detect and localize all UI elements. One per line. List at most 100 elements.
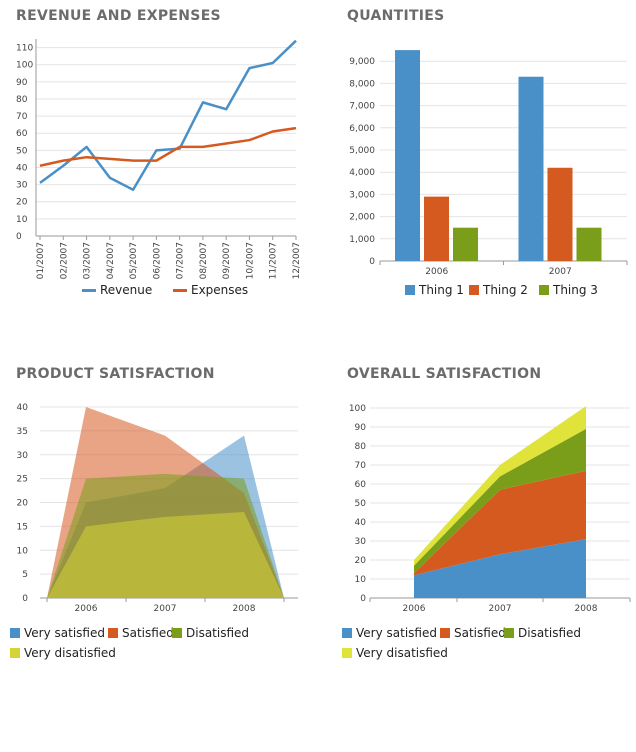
legend-swatch [440,628,450,638]
x-tick-label: 2007 [154,604,177,614]
y-tick-label: 50 [355,499,367,509]
legend-label: Very satisfied [24,626,105,640]
y-tick-label: 30 [16,181,28,191]
bar-thing-2-2006 [424,196,449,261]
bar-thing-3-2007 [576,227,602,261]
y-tick-label: 40 [355,518,367,528]
y-tick-label: 10 [16,215,28,225]
legend-swatch [342,628,352,638]
chart-title: PRODUCT SATISFACTION [16,366,215,382]
legend-swatch [82,288,96,292]
x-tick-label: 10/2007 [245,242,255,279]
revenue-chart: 0 10 20 30 40 50 60 70 80 90 100 110 01/2007 02/2007 0… [16,39,302,279]
legend-item-very-satisfied: Very satisfied [10,626,105,640]
x-tick-label: 07/2007 [176,242,186,279]
legend-label: Thing 3 [553,283,598,297]
x-tick-label: 2008 [233,604,256,614]
y-tick-label: 6,000 [349,124,375,134]
x-tick-label: 05/2007 [129,242,139,279]
y-tick-label: 9,000 [349,57,375,67]
legend-swatch [469,285,479,295]
y-tick-label: 100 [16,61,33,71]
x-tick-label: 02/2007 [59,242,69,279]
y-tick-label: 35 [17,427,28,437]
x-tick-label: 2006 [75,604,98,614]
y-tick-label: 30 [355,537,367,547]
legend-item-revenue: Revenue [82,283,152,297]
chart-title: OVERALL SATISFACTION [347,366,542,382]
bar-thing-2-2007 [547,167,573,261]
y-tick-label: 0 [22,594,28,604]
area-very-disatisfied [414,406,586,566]
legend-item-very-disatisfied: Very disatisfied [342,646,448,660]
y-tick-label: 110 [16,44,33,54]
legend-item-thing-1: Thing 1 [405,283,464,297]
quantities-chart: 0 1,000 2,000 3,000 4,000 5,000 6,000 7,000 8,00… [349,50,628,277]
quantities-panel: QUANTITIES 0 1,000 2,000 3,000 4,000 5,000 6,0… [347,8,628,308]
x-tick-label: 2007 [549,267,572,277]
y-tick-label: 70 [355,461,367,471]
y-tick-label: 20 [17,499,29,509]
bar-thing-3-2006 [453,227,478,261]
x-tick-label: 08/2007 [199,242,209,279]
x-tick-label: 03/2007 [83,242,93,279]
legend-swatch [10,628,20,638]
x-tick-label: 2008 [575,604,598,614]
legend-label: Very satisfied [356,626,437,640]
y-tick-label: 7,000 [349,102,375,112]
legend-swatch [108,628,118,638]
legend-item-thing-2: Thing 2 [469,283,528,297]
legend-label: Disatisfied [518,626,582,640]
y-tick-label: 50 [16,146,28,156]
legend: Thing 1 Thing 2 Thing 3 [347,283,627,301]
legend-label: Thing 1 [419,283,464,297]
y-tick-label: 25 [17,475,28,485]
y-tick-label: 5 [22,570,28,580]
area-satisfied [414,470,586,576]
legend-label: Disatisfied [186,626,250,640]
y-tick-label: 4,000 [349,168,375,178]
legend: Revenue Expenses [16,283,306,301]
legend-item-satisfied: Satisfied [440,626,506,640]
bar-thing-1-2007 [518,76,544,261]
legend-item-thing-3: Thing 3 [539,283,598,297]
revenue-panel: REVENUE AND EXPENSES 0 10 20 30 40 50 60 70 80 90… [16,8,306,308]
y-tick-label: 60 [355,480,367,490]
legend-item-very-satisfied: Very satisfied [342,626,437,640]
product-satisfaction-panel: PRODUCT SATISFACTION 0 5 10 15 20 25 30 35 40 200… [0,366,310,666]
legend-swatch [10,648,20,658]
x-tick-label: 04/2007 [106,242,116,279]
y-tick-label: 0 [16,232,22,242]
x-tick-label: 2007 [489,604,512,614]
legend-swatch [539,285,549,295]
y-tick-label: 70 [16,112,28,122]
y-tick-label: 5,000 [349,146,375,156]
y-tick-label: 40 [17,403,29,413]
legend-swatch [504,628,514,638]
legend-swatch [405,285,415,295]
legend-label: Very disatisfied [24,646,116,660]
x-tick-label: 09/2007 [222,242,232,279]
overall-satisfaction-chart: 0 10 20 30 40 50 60 70 80 90 100 2006 2007 2008 [349,404,631,614]
y-tick-label: 100 [349,404,366,414]
bar-thing-1-2006 [395,50,420,261]
legend: Very satisfied Satisfied Disatisfied Very d… [10,626,310,666]
legend-label: Satisfied [122,626,174,640]
x-tick-label: 01/2007 [36,242,46,279]
legend-swatch [342,648,352,658]
x-tick-label: 12/2007 [292,242,302,279]
legend-swatch [173,288,187,292]
x-tick-label: 06/2007 [152,242,162,279]
area-very-satisfied [414,539,586,598]
x-tick-label: 2006 [425,267,448,277]
x-tick-label: 11/2007 [269,242,279,279]
legend-item-disatisfied: Disatisfied [504,626,581,640]
y-tick-label: 0 [369,257,375,267]
overall-satisfaction-panel: OVERALL SATISFACTION 0 10 20 30 40 50 60 70 80 90… [342,366,632,666]
y-tick-label: 10 [17,546,29,556]
y-tick-label: 90 [355,423,367,433]
legend-label: Very disatisfied [356,646,448,660]
area-disatisfied [414,428,586,574]
y-tick-label: 2,000 [349,213,375,223]
y-tick-label: 0 [360,594,366,604]
